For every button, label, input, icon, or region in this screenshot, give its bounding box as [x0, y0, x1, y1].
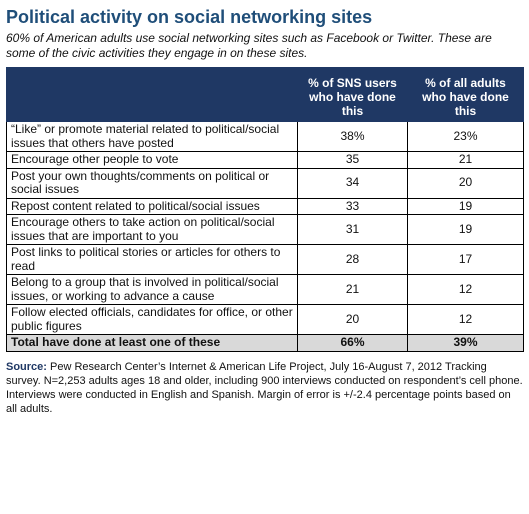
header-cell-sns: % of SNS users who have done this	[297, 67, 408, 122]
value-sns-users: 66%	[297, 334, 408, 352]
value-sns-users: 38%	[297, 121, 408, 152]
chart-subtitle: 60% of American adults use social networ…	[6, 31, 492, 60]
value-sns-users: 35	[297, 151, 408, 169]
source-label: Source:	[6, 360, 47, 373]
value-all-adults: 19	[407, 214, 524, 245]
table-row: “Like” or promote material related to po…	[6, 121, 524, 152]
value-all-adults: 39%	[407, 334, 524, 352]
value-all-adults: 21	[407, 151, 524, 169]
source-text: Pew Research Center’s Internet & America…	[6, 360, 523, 415]
value-sns-users: 21	[297, 274, 408, 305]
row-label: Encourage others to take action on polit…	[6, 214, 298, 245]
table-header-row: % of SNS users who have done this % of a…	[6, 67, 524, 122]
value-all-adults: 12	[407, 274, 524, 305]
row-label: Post links to political stories or artic…	[6, 244, 298, 275]
value-sns-users: 34	[297, 167, 408, 199]
table-row: Encourage other people to vote 35 21	[6, 151, 524, 169]
row-label: Post your own thoughts/comments on polit…	[6, 167, 298, 199]
row-label: Belong to a group that is involved in po…	[6, 274, 298, 305]
table-row: Post links to political stories or artic…	[6, 244, 524, 275]
value-sns-users: 20	[297, 304, 408, 335]
table-row: Repost content related to political/soci…	[6, 197, 524, 215]
row-label: “Like” or promote material related to po…	[6, 121, 298, 152]
row-label: Follow elected officials, candidates for…	[6, 304, 298, 335]
table-row: Follow elected officials, candidates for…	[6, 304, 524, 335]
header-cell-all: % of all adults who have done this	[407, 67, 524, 122]
value-all-adults: 20	[407, 167, 524, 199]
row-label: Total have done at least one of these	[6, 334, 298, 352]
table-row: Post your own thoughts/comments on polit…	[6, 167, 524, 199]
row-label: Repost content related to political/soci…	[6, 197, 298, 215]
table-body: “Like” or promote material related to po…	[6, 121, 524, 352]
total-row: Total have done at least one of these 66%…	[6, 334, 524, 352]
table-row: Belong to a group that is involved in po…	[6, 274, 524, 305]
value-all-adults: 23%	[407, 121, 524, 152]
value-all-adults: 19	[407, 197, 524, 215]
value-sns-users: 31	[297, 214, 408, 245]
chart-title: Political activity on social networking …	[6, 7, 373, 27]
data-table: % of SNS users who have done this % of a…	[6, 67, 524, 352]
row-label: Encourage other people to vote	[6, 151, 298, 169]
header-cell-label	[6, 67, 298, 122]
table-row: Encourage others to take action on polit…	[6, 214, 524, 245]
source-note: Source: Pew Research Center’s Internet &…	[6, 360, 523, 416]
value-sns-users: 33	[297, 197, 408, 215]
value-all-adults: 17	[407, 244, 524, 275]
value-all-adults: 12	[407, 304, 524, 335]
value-sns-users: 28	[297, 244, 408, 275]
figure: Political activity on social networking …	[6, 6, 524, 416]
